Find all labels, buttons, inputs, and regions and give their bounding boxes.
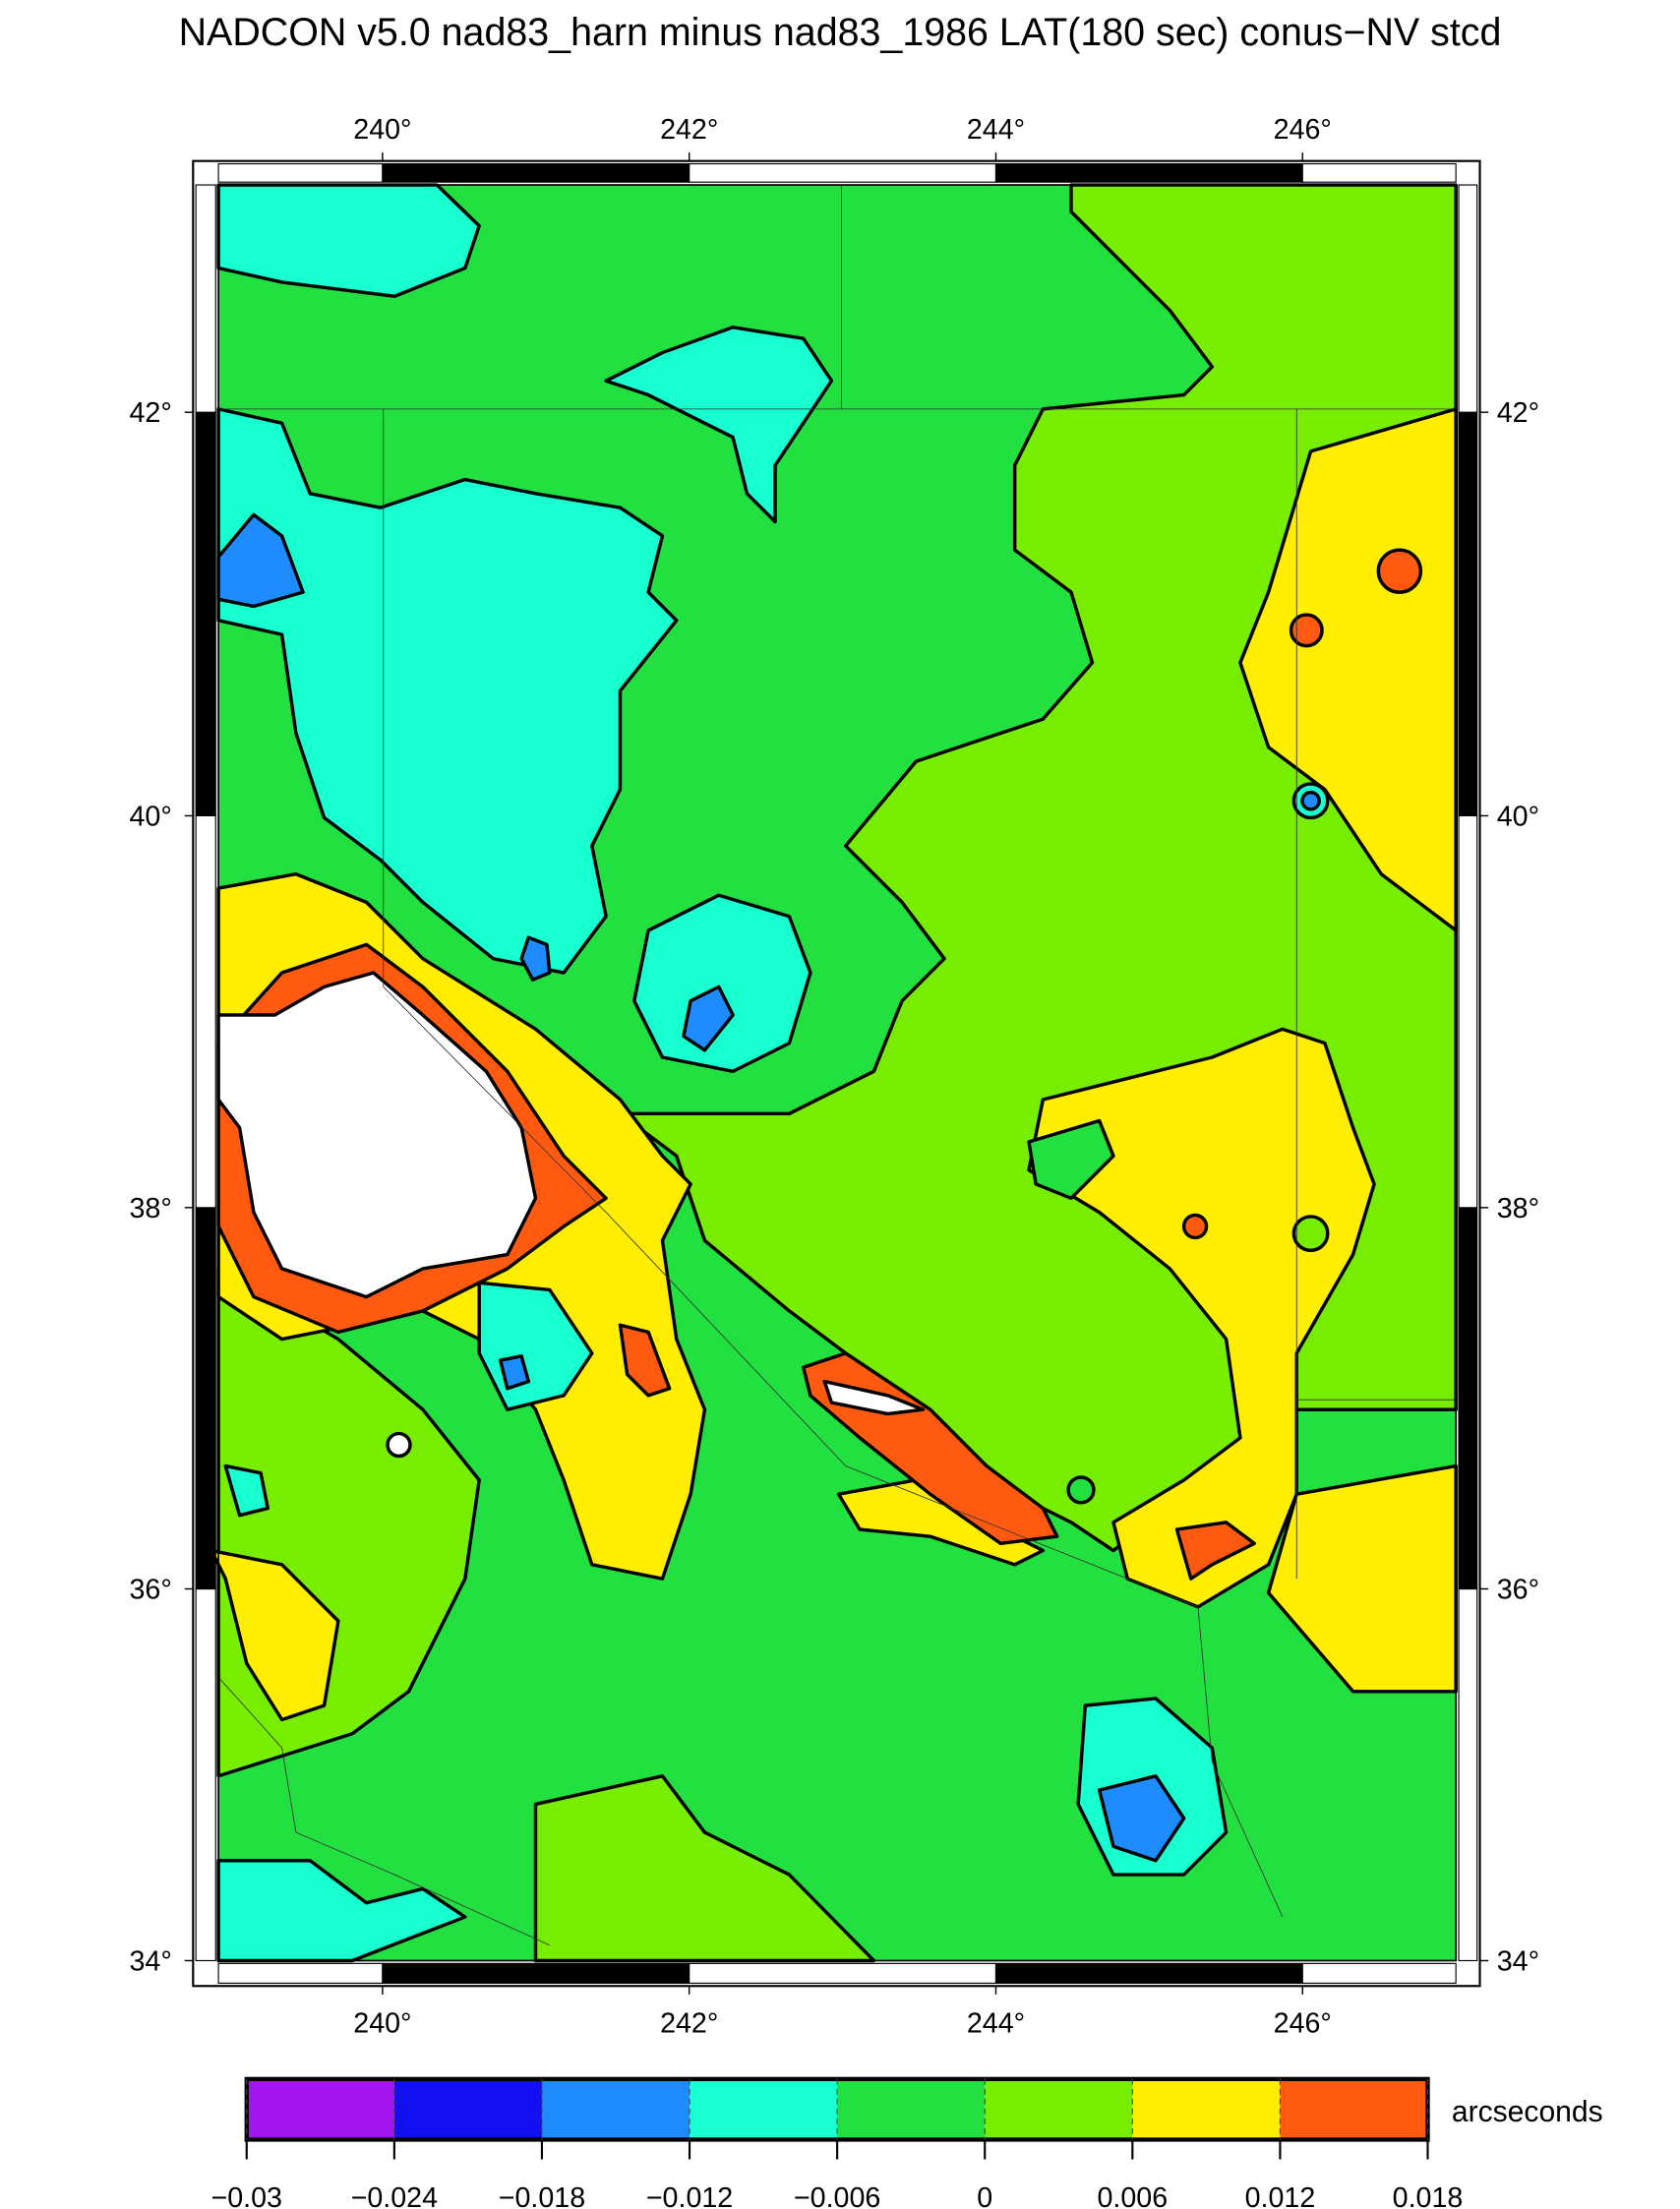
x-tick-label: 246° (1274, 2008, 1332, 2040)
contour-spot (1181, 1213, 1209, 1240)
frame-bar (1458, 1587, 1478, 1962)
y-tick-label: 42° (1497, 397, 1539, 429)
colorbar-tick-label: −0.024 (351, 2182, 438, 2209)
x-tick-label: 242° (660, 2008, 718, 2040)
colorbar-segment (1280, 2078, 1428, 2140)
contour-region (216, 183, 481, 298)
colorbar-segment (690, 2078, 838, 2140)
state-border (383, 408, 1284, 1918)
frame-bar (382, 162, 690, 183)
frame-bar (1458, 411, 1478, 817)
frame-bar (994, 162, 1303, 183)
colorbar-tick-label: 0.006 (1097, 2182, 1168, 2209)
contour-region (519, 935, 552, 982)
y-tick-label: 36° (1497, 1575, 1539, 1606)
colorbar-tick-label: −0.03 (211, 2182, 282, 2209)
frame-bar (195, 1207, 216, 1590)
contour-region (682, 985, 735, 1052)
frame-bar (382, 1962, 690, 1984)
contour-spot (1300, 790, 1321, 811)
y-tick-label: 34° (129, 1946, 171, 1978)
colorbar-tick-label: −0.018 (499, 2182, 585, 2209)
frame-bar (1458, 184, 1478, 413)
colorbar-tick-label: 0 (977, 2182, 992, 2209)
frame-bar (195, 1587, 216, 1962)
contour-region (223, 1463, 270, 1518)
frame-bar (689, 1962, 997, 1984)
colorbar-tick-label: 0.012 (1245, 2182, 1316, 2209)
state-border (217, 1677, 551, 1946)
colorbar-segment (393, 2078, 542, 2140)
contour-region (1027, 1118, 1115, 1201)
x-tick-label: 242° (660, 114, 718, 146)
contour-region (1174, 1521, 1256, 1581)
map-inner-border (217, 184, 1458, 1962)
colorbar-segment (837, 2078, 986, 2140)
map-area (192, 159, 1481, 1988)
colorbar-segment (1132, 2078, 1281, 2140)
colorbar-segment (985, 2078, 1133, 2140)
contour-region (822, 1379, 926, 1416)
frame-bar (994, 1962, 1303, 1984)
frame-bar (195, 184, 216, 413)
contour-region (216, 971, 538, 1299)
frame-bar (1301, 1962, 1457, 1984)
x-tick-label: 244° (967, 2008, 1025, 2040)
x-tick-label: 240° (353, 2008, 411, 2040)
y-tick-label: 36° (129, 1575, 171, 1606)
contour-region (210, 1548, 340, 1722)
y-tick-label: 34° (1497, 1946, 1539, 1978)
y-tick-label: 40° (1497, 801, 1539, 832)
colorbar-label: arcseconds (1452, 2096, 1603, 2128)
frame-bar (1458, 814, 1478, 1209)
contour-region (618, 1323, 672, 1398)
colorbar-tick-label: −0.006 (794, 2182, 880, 2209)
frame-bar (1301, 162, 1457, 183)
contour-region (216, 407, 679, 975)
frame-bar (217, 162, 384, 183)
contour-spot (1291, 1215, 1330, 1253)
colorbar-segment (541, 2078, 690, 2140)
colorbar-segment (246, 2078, 394, 2140)
contour-region (1266, 1463, 1458, 1694)
x-tick-label: 246° (1274, 114, 1332, 146)
frame-bar (195, 814, 216, 1209)
contour-region (1027, 1027, 1376, 1609)
frame-bar (1458, 1207, 1478, 1590)
frame-bar (689, 162, 997, 183)
contour-spot (1066, 1475, 1096, 1505)
y-tick-label: 38° (1497, 1193, 1539, 1224)
contour-region (604, 326, 834, 524)
colorbar-tick-label: −0.012 (646, 2182, 733, 2209)
x-tick-label: 240° (353, 114, 411, 146)
y-tick-label: 40° (129, 801, 171, 832)
y-tick-label: 38° (129, 1193, 171, 1224)
contour-region (498, 1354, 531, 1391)
map-title: NADCON v5.0 nad83_harn minus nad83_1986 … (179, 11, 1502, 54)
contour-spot (1289, 613, 1324, 648)
colorbar-tick-label: 0.018 (1393, 2182, 1464, 2209)
contour-region (1097, 1774, 1186, 1863)
contour-spot (386, 1431, 412, 1459)
y-tick-label: 42° (129, 397, 171, 429)
frame-bar (217, 1962, 384, 1984)
frame-bar (195, 411, 216, 817)
contour-region (632, 893, 812, 1074)
contour-spot (1376, 548, 1423, 594)
x-tick-label: 244° (967, 114, 1025, 146)
